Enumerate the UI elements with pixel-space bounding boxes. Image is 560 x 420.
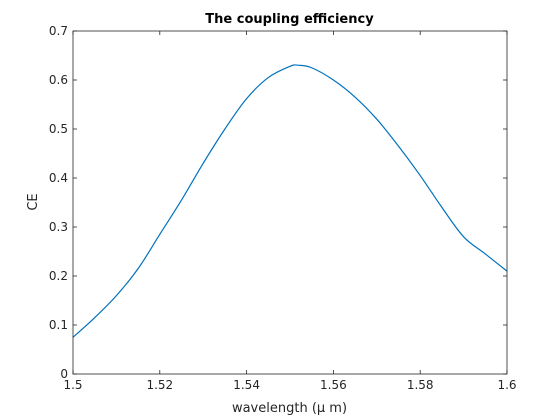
chart-title: The coupling efficiency bbox=[205, 12, 374, 27]
y-tick-label: 0.2 bbox=[49, 269, 68, 283]
plot-area bbox=[73, 31, 507, 374]
y-tick-label: 0.7 bbox=[49, 24, 68, 38]
y-tick-label: 0.1 bbox=[49, 318, 68, 332]
y-tick-label: 0.6 bbox=[49, 73, 68, 87]
series-line bbox=[72, 64, 508, 338]
series-layer bbox=[72, 64, 508, 338]
y-tick-label: 0 bbox=[60, 367, 68, 381]
x-axis-label: wavelength (μ m) bbox=[232, 401, 347, 416]
axes-box bbox=[72, 30, 508, 375]
y-tick-label: 0.3 bbox=[49, 220, 68, 234]
x-tick-label: 1.6 bbox=[497, 378, 516, 392]
y-tick-label: 0.5 bbox=[49, 122, 68, 136]
x-tick-label: 1.56 bbox=[320, 378, 347, 392]
y-tick-label: 0.4 bbox=[49, 171, 68, 185]
x-tick-label: 1.5 bbox=[63, 378, 82, 392]
x-tick-label: 1.54 bbox=[233, 378, 260, 392]
y-axis-ticks: 0 0.1 0.2 0.3 0.4 0.5 0.6 0.7 bbox=[49, 24, 507, 381]
x-axis-ticks: 1.5 1.52 1.54 1.56 1.58 1.6 bbox=[63, 31, 517, 392]
x-tick-label: 1.52 bbox=[146, 378, 173, 392]
x-tick-label: 1.58 bbox=[407, 378, 434, 392]
y-axis-label: CE bbox=[26, 193, 41, 210]
